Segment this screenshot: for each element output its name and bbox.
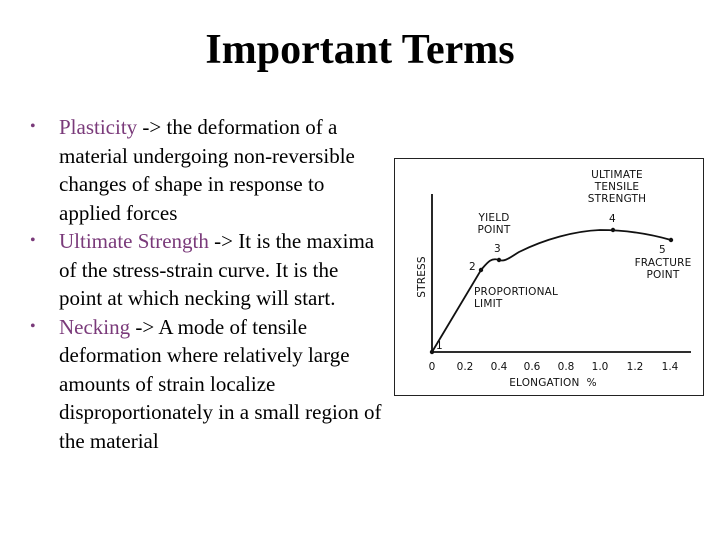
bullet-dot-icon: • xyxy=(30,118,36,135)
ultimate-label-line-2: TENSILE xyxy=(594,181,640,193)
x-tick-label: 0.6 xyxy=(524,361,541,373)
point-number-1: 1 xyxy=(436,340,443,352)
slide-title: Important Terms xyxy=(205,27,515,73)
yield-label-line-1: YIELD xyxy=(477,212,509,224)
x-tick-label: 1.4 xyxy=(662,361,679,373)
point-marker-2 xyxy=(478,267,484,273)
point-number-5: 5 xyxy=(659,244,666,256)
x-axis-label: ELONGATION % xyxy=(509,377,597,389)
bullet-dot-icon: • xyxy=(30,317,36,335)
point-number-3: 3 xyxy=(494,243,501,255)
point-number-4: 4 xyxy=(609,213,616,225)
ultimate-label-line-1: ULTIMATE xyxy=(591,169,643,181)
bullet-text: -> A mode of tensile deformation where r… xyxy=(59,314,382,453)
bullet-text: -> the deformation of a material undergo… xyxy=(59,115,355,225)
stress-strain-curve xyxy=(431,229,672,353)
bullet-text: -> It is the maxima of the stress-strain… xyxy=(59,229,375,310)
bullet-item-ultimate-strength: • Ultimate Strength -> It is the maxima … xyxy=(30,227,386,313)
x-tick-label: 0.2 xyxy=(457,361,474,373)
x-tick-label: 1.2 xyxy=(627,361,644,373)
fracture-label-line-2: POINT xyxy=(647,269,680,281)
bullet-term: Plasticity xyxy=(59,115,138,139)
bullet-dot-icon: • xyxy=(30,232,36,249)
yield-label-line-2: POINT xyxy=(478,224,511,236)
point-number-2: 2 xyxy=(469,261,476,273)
ultimate-label-line-3: STRENGTH xyxy=(588,193,647,205)
proportional-label-line-1: PROPORTIONAL xyxy=(474,286,558,298)
y-axis-label: STRESS xyxy=(416,256,428,298)
point-marker-4 xyxy=(610,227,616,233)
bullet-list: • Plasticity -> the deformation of a mat… xyxy=(30,113,386,455)
bullet-term: Ultimate Strength xyxy=(59,229,209,253)
bullet-item-necking: • Necking -> A mode of tensile deformati… xyxy=(30,313,386,456)
x-tick-label: 0.8 xyxy=(558,361,575,373)
bullet-term: Necking xyxy=(59,314,131,339)
x-tick-label: 1.0 xyxy=(592,361,609,373)
stress-strain-svg: STRESS 1 2 3 4 5 ULTIMATE TENSILE STRENG… xyxy=(416,169,692,389)
point-marker-5 xyxy=(668,237,674,243)
bullet-item-plasticity: • Plasticity -> the deformation of a mat… xyxy=(30,113,386,227)
fracture-label-line-1: FRACTURE xyxy=(635,257,692,269)
proportional-label-line-2: LIMIT xyxy=(474,298,503,310)
point-marker-1 xyxy=(429,349,435,355)
x-tick-label: 0 xyxy=(429,361,436,373)
point-marker-3 xyxy=(496,257,502,263)
x-tick-label: 0.4 xyxy=(491,361,508,373)
stress-strain-diagram: STRESS 1 2 3 4 5 ULTIMATE TENSILE STRENG… xyxy=(394,158,704,396)
